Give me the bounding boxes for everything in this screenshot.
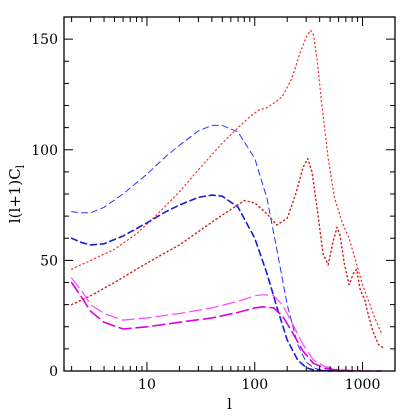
y-tick-label: 100 (31, 143, 58, 159)
series-line-3 (71, 124, 353, 372)
series-line-6 (70, 281, 383, 372)
x-tick-label: 1000 (345, 377, 381, 393)
plot-frame (63, 16, 396, 372)
series-line-5 (70, 277, 383, 372)
y-tick-label: 0 (49, 364, 58, 380)
y-tick-label: 150 (31, 32, 58, 48)
series-line-2 (70, 157, 386, 350)
ticks-layer: 10 100 1000 0 50 100 150 (31, 16, 396, 393)
y-tick-label: 50 (40, 253, 58, 269)
series-layer (70, 29, 386, 372)
y-axis-label-main: l(l+1)C (6, 168, 24, 223)
series-line-1 (70, 29, 383, 334)
x-tick-label: 100 (241, 377, 268, 393)
series-line-4 (70, 194, 353, 372)
x-tick-label: 10 (138, 377, 156, 393)
y-axis-label: l(l+1)Cl (6, 164, 27, 223)
y-axis-label-subscript: l (14, 164, 27, 168)
x-axis-label: l (227, 395, 232, 413)
